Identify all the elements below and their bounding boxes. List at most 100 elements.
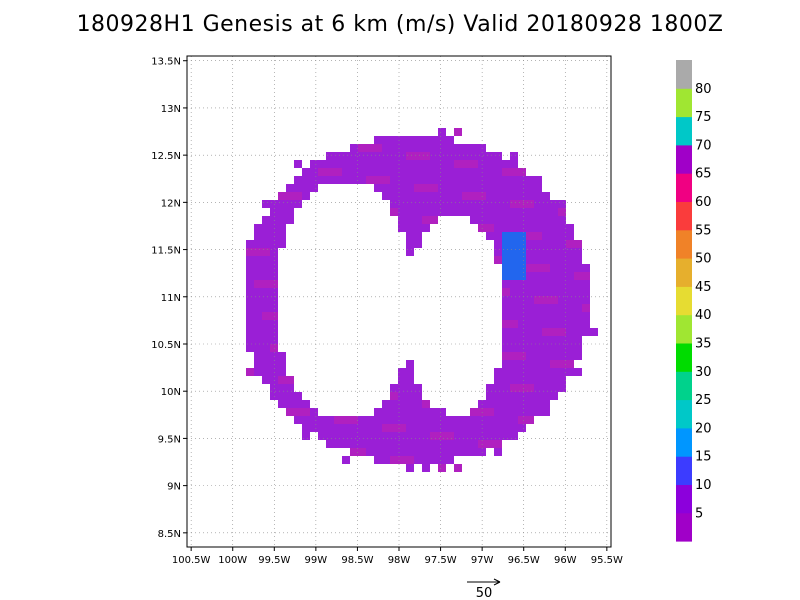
wind-cell bbox=[534, 224, 542, 232]
wind-cell bbox=[518, 408, 526, 416]
wind-cell bbox=[286, 200, 294, 208]
wind-cell bbox=[550, 304, 558, 312]
wind-cell bbox=[510, 240, 518, 248]
wind-cell bbox=[582, 320, 590, 328]
colorbar-segment bbox=[676, 314, 692, 344]
wind-cell bbox=[390, 168, 398, 176]
wind-cell bbox=[526, 392, 534, 400]
wind-cell bbox=[510, 192, 518, 200]
wind-cell bbox=[550, 288, 558, 296]
wind-cell bbox=[518, 192, 526, 200]
wind-cell bbox=[542, 312, 550, 320]
wind-cell bbox=[494, 168, 502, 176]
wind-cell bbox=[438, 160, 446, 168]
wind-cell bbox=[430, 184, 438, 192]
wind-cell bbox=[358, 448, 366, 456]
wind-cell bbox=[510, 232, 518, 240]
wind-cell bbox=[558, 224, 566, 232]
wind-cell bbox=[398, 368, 406, 376]
wind-cell bbox=[558, 264, 566, 272]
wind-cell bbox=[422, 400, 430, 408]
wind-cell bbox=[406, 392, 414, 400]
wind-cell bbox=[350, 176, 358, 184]
wind-cell bbox=[510, 200, 518, 208]
wind-cell bbox=[286, 216, 294, 224]
wind-cell bbox=[398, 424, 406, 432]
wind-cell bbox=[326, 176, 334, 184]
wind-cell bbox=[502, 264, 510, 272]
wind-cell bbox=[366, 160, 374, 168]
wind-cell bbox=[422, 184, 430, 192]
wind-cell bbox=[542, 264, 550, 272]
wind-cell bbox=[470, 184, 478, 192]
wind-cell bbox=[430, 152, 438, 160]
wind-cell bbox=[534, 232, 542, 240]
y-tick-label: 12N bbox=[161, 198, 181, 209]
wind-cell bbox=[334, 424, 342, 432]
wind-cell bbox=[582, 272, 590, 280]
wind-cell bbox=[398, 224, 406, 232]
wind-cell bbox=[534, 328, 542, 336]
wind-cell bbox=[318, 168, 326, 176]
wind-cell bbox=[382, 176, 390, 184]
wind-cell bbox=[534, 384, 542, 392]
wind-cell bbox=[294, 200, 302, 208]
wind-cell bbox=[438, 128, 446, 136]
wind-cell bbox=[286, 392, 294, 400]
wind-cell bbox=[254, 336, 262, 344]
wind-cell bbox=[342, 440, 350, 448]
wind-cell bbox=[526, 216, 534, 224]
wind-cell bbox=[422, 136, 430, 144]
wind-cell bbox=[510, 328, 518, 336]
wind-cell bbox=[534, 392, 542, 400]
wind-cell bbox=[278, 232, 286, 240]
wind-cell bbox=[566, 304, 574, 312]
wind-cell bbox=[590, 328, 598, 336]
wind-cell bbox=[502, 424, 510, 432]
wind-cell bbox=[534, 200, 542, 208]
wind-cell bbox=[494, 424, 502, 432]
wind-cell bbox=[326, 152, 334, 160]
wind-cell bbox=[574, 312, 582, 320]
wind-cell bbox=[470, 160, 478, 168]
wind-cell bbox=[582, 280, 590, 288]
x-tick-label: 98W bbox=[388, 555, 411, 566]
wind-cell bbox=[550, 216, 558, 224]
wind-cell bbox=[438, 408, 446, 416]
wind-cell bbox=[406, 424, 414, 432]
wind-cell bbox=[454, 440, 462, 448]
wind-cell bbox=[558, 272, 566, 280]
wind-cell bbox=[294, 192, 302, 200]
wind-cell bbox=[406, 408, 414, 416]
wind-cell bbox=[518, 256, 526, 264]
wind-cell bbox=[262, 200, 270, 208]
wind-cell bbox=[558, 240, 566, 248]
wind-cell bbox=[446, 200, 454, 208]
wind-cell bbox=[542, 256, 550, 264]
wind-cell bbox=[502, 200, 510, 208]
wind-cell bbox=[430, 216, 438, 224]
wind-cell bbox=[406, 448, 414, 456]
wind-cell bbox=[438, 144, 446, 152]
wind-cell bbox=[502, 176, 510, 184]
wind-cell bbox=[398, 152, 406, 160]
wind-cell bbox=[510, 416, 518, 424]
wind-cell bbox=[518, 216, 526, 224]
wind-cell bbox=[414, 200, 422, 208]
wind-cell bbox=[574, 264, 582, 272]
y-tick-label: 13.5N bbox=[151, 57, 181, 68]
wind-cell bbox=[486, 384, 494, 392]
wind-cell bbox=[350, 144, 358, 152]
wind-cell bbox=[542, 200, 550, 208]
wind-cell bbox=[414, 208, 422, 216]
wind-cell bbox=[342, 432, 350, 440]
wind-cell bbox=[558, 280, 566, 288]
wind-cell bbox=[254, 280, 262, 288]
y-tick-label: 13N bbox=[161, 104, 181, 115]
wind-cell bbox=[286, 184, 294, 192]
wind-cell bbox=[278, 352, 286, 360]
wind-cell bbox=[550, 208, 558, 216]
wind-cell bbox=[462, 152, 470, 160]
wind-cell bbox=[390, 384, 398, 392]
wind-cell bbox=[246, 264, 254, 272]
